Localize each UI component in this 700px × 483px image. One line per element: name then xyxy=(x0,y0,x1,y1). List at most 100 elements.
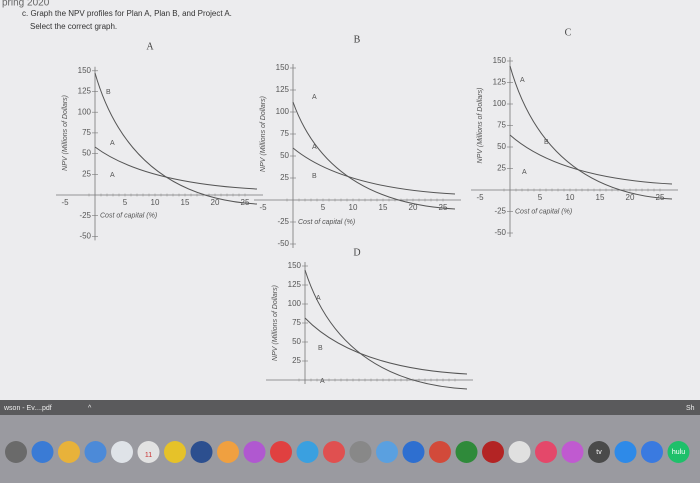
graph-option-label[interactable]: A xyxy=(146,41,154,52)
y-tick-label: 150 xyxy=(493,56,507,65)
curve-label: A xyxy=(312,94,317,101)
y-tick-label: -50 xyxy=(494,228,506,237)
x-tick-label: 5 xyxy=(123,198,128,207)
y-tick-label: 150 xyxy=(78,66,92,75)
y-tick-label: 75 xyxy=(82,128,91,137)
x-tick-label: -5 xyxy=(61,198,69,207)
y-tick-label: 25 xyxy=(292,356,301,365)
x-tick-label: 20 xyxy=(626,193,635,202)
curve-label: B xyxy=(544,139,549,146)
dock-icon[interactable] xyxy=(5,441,27,463)
y-tick-label: 150 xyxy=(276,63,290,72)
npv-curve xyxy=(509,134,673,185)
x-tick-label: 20 xyxy=(211,198,220,207)
dock-icon[interactable] xyxy=(535,441,557,463)
download-item[interactable]: wson - Ev....pdf xyxy=(3,405,52,412)
dock-icon[interactable] xyxy=(667,441,690,463)
dock-icon[interactable] xyxy=(243,441,266,463)
y-tick-label: -25 xyxy=(494,207,506,216)
dock-icon[interactable] xyxy=(402,441,425,463)
hulu-label: hulu xyxy=(672,449,685,456)
x-tick-label: 20 xyxy=(409,203,418,212)
dock-icon[interactable] xyxy=(614,441,637,463)
curve-label: A xyxy=(320,378,325,385)
show-all[interactable]: Sh xyxy=(686,405,695,412)
curve-label: A xyxy=(520,77,525,84)
y-tick-label: -25 xyxy=(79,211,91,220)
dock-icon[interactable] xyxy=(58,441,80,463)
dock-icon[interactable] xyxy=(376,441,398,463)
dock-icon[interactable] xyxy=(323,441,345,463)
graph[interactable]: D 150 125 100 75 50 25 NPV (Millions of Dollars… xyxy=(266,247,473,390)
npv-curve xyxy=(292,101,456,210)
dock-icon[interactable] xyxy=(164,441,186,463)
dock-icon[interactable] xyxy=(190,441,213,463)
dock-icon[interactable] xyxy=(561,441,584,463)
y-tick-label: 100 xyxy=(276,107,290,116)
x-tick-label: 25 xyxy=(439,203,448,212)
x-tick-label: -5 xyxy=(476,193,484,202)
graph[interactable]: B 150 125 100 75 50 25 -25 -50 NPV (Millions of D… xyxy=(254,34,461,248)
download-caret[interactable]: ^ xyxy=(88,405,92,412)
tv-label: tv xyxy=(596,449,602,456)
y-tick-label: 100 xyxy=(78,107,92,116)
dock-icon[interactable] xyxy=(111,441,133,463)
dock-icon[interactable] xyxy=(588,441,610,463)
x-tick-label: 15 xyxy=(596,193,605,202)
dock-icon[interactable] xyxy=(508,441,531,463)
question: c. Graph the NPV profiles for Plan A, Pl… xyxy=(22,9,232,18)
curve-label: A xyxy=(110,140,115,147)
download-bar xyxy=(0,400,700,415)
y-tick-label: 100 xyxy=(493,99,507,108)
dock-icon[interactable] xyxy=(217,441,239,463)
dock-icon[interactable] xyxy=(84,441,107,463)
dock-icon[interactable] xyxy=(270,441,292,463)
dock-icon[interactable] xyxy=(482,441,504,463)
x-tick-label: 10 xyxy=(151,198,160,207)
y-axis-label: NPV (Millions of Dollars) xyxy=(260,96,267,172)
x-tick-label: 15 xyxy=(379,203,388,212)
x-tick-label: -5 xyxy=(259,203,267,212)
y-tick-label: 125 xyxy=(78,87,92,96)
npv-curve xyxy=(304,269,468,390)
curve-label: A xyxy=(312,144,317,151)
dock-icon[interactable] xyxy=(349,441,372,463)
instruction: Select the correct graph. xyxy=(30,22,117,31)
y-tick-label: 25 xyxy=(82,169,91,178)
graph-option-label[interactable]: B xyxy=(354,34,361,45)
dock-icon[interactable] xyxy=(455,441,478,463)
graph[interactable]: C 150 125 100 75 50 25 -25 -50 NPV (Millions of D… xyxy=(471,27,678,237)
x-axis-label: Cost of capital (%) xyxy=(515,208,572,215)
dock-icon[interactable] xyxy=(296,441,319,463)
dock-icon[interactable] xyxy=(31,441,54,463)
y-tick-label: -25 xyxy=(277,217,289,226)
y-axis-label: NPV (Millions of Dollars) xyxy=(477,88,484,164)
x-axis-label: Cost of capital (%) xyxy=(298,219,355,226)
curve-label: B xyxy=(318,345,323,352)
y-tick-label: 50 xyxy=(497,142,506,151)
npv-curve xyxy=(94,72,258,205)
curve-label: B xyxy=(106,89,111,96)
x-tick-label: 5 xyxy=(321,203,326,212)
term-label: pring 2020 xyxy=(2,0,50,9)
graph-option-label[interactable]: D xyxy=(353,247,360,258)
x-tick-label: 5 xyxy=(538,193,543,202)
x-tick-label: 15 xyxy=(181,198,190,207)
y-tick-label: -50 xyxy=(79,232,91,241)
x-tick-label: 10 xyxy=(349,203,358,212)
y-axis-label: NPV (Millions of Dollars) xyxy=(272,285,279,361)
y-tick-label: 50 xyxy=(292,337,301,346)
y-tick-label: 125 xyxy=(276,85,290,94)
dock-icon[interactable] xyxy=(137,441,160,463)
y-tick-label: 50 xyxy=(82,149,91,158)
y-tick-label: 25 xyxy=(280,173,289,182)
npv-curve xyxy=(292,147,456,195)
graph-option-label[interactable]: C xyxy=(565,27,572,38)
y-tick-label: 25 xyxy=(497,164,506,173)
dock-icon[interactable] xyxy=(429,441,451,463)
calendar-day: 11 xyxy=(145,452,152,459)
y-tick-label: 100 xyxy=(288,299,302,308)
graph[interactable]: A 150 125 100 75 50 25 -25 -50 NPV (Millions of D… xyxy=(56,41,263,241)
dock-icon[interactable] xyxy=(641,441,663,463)
